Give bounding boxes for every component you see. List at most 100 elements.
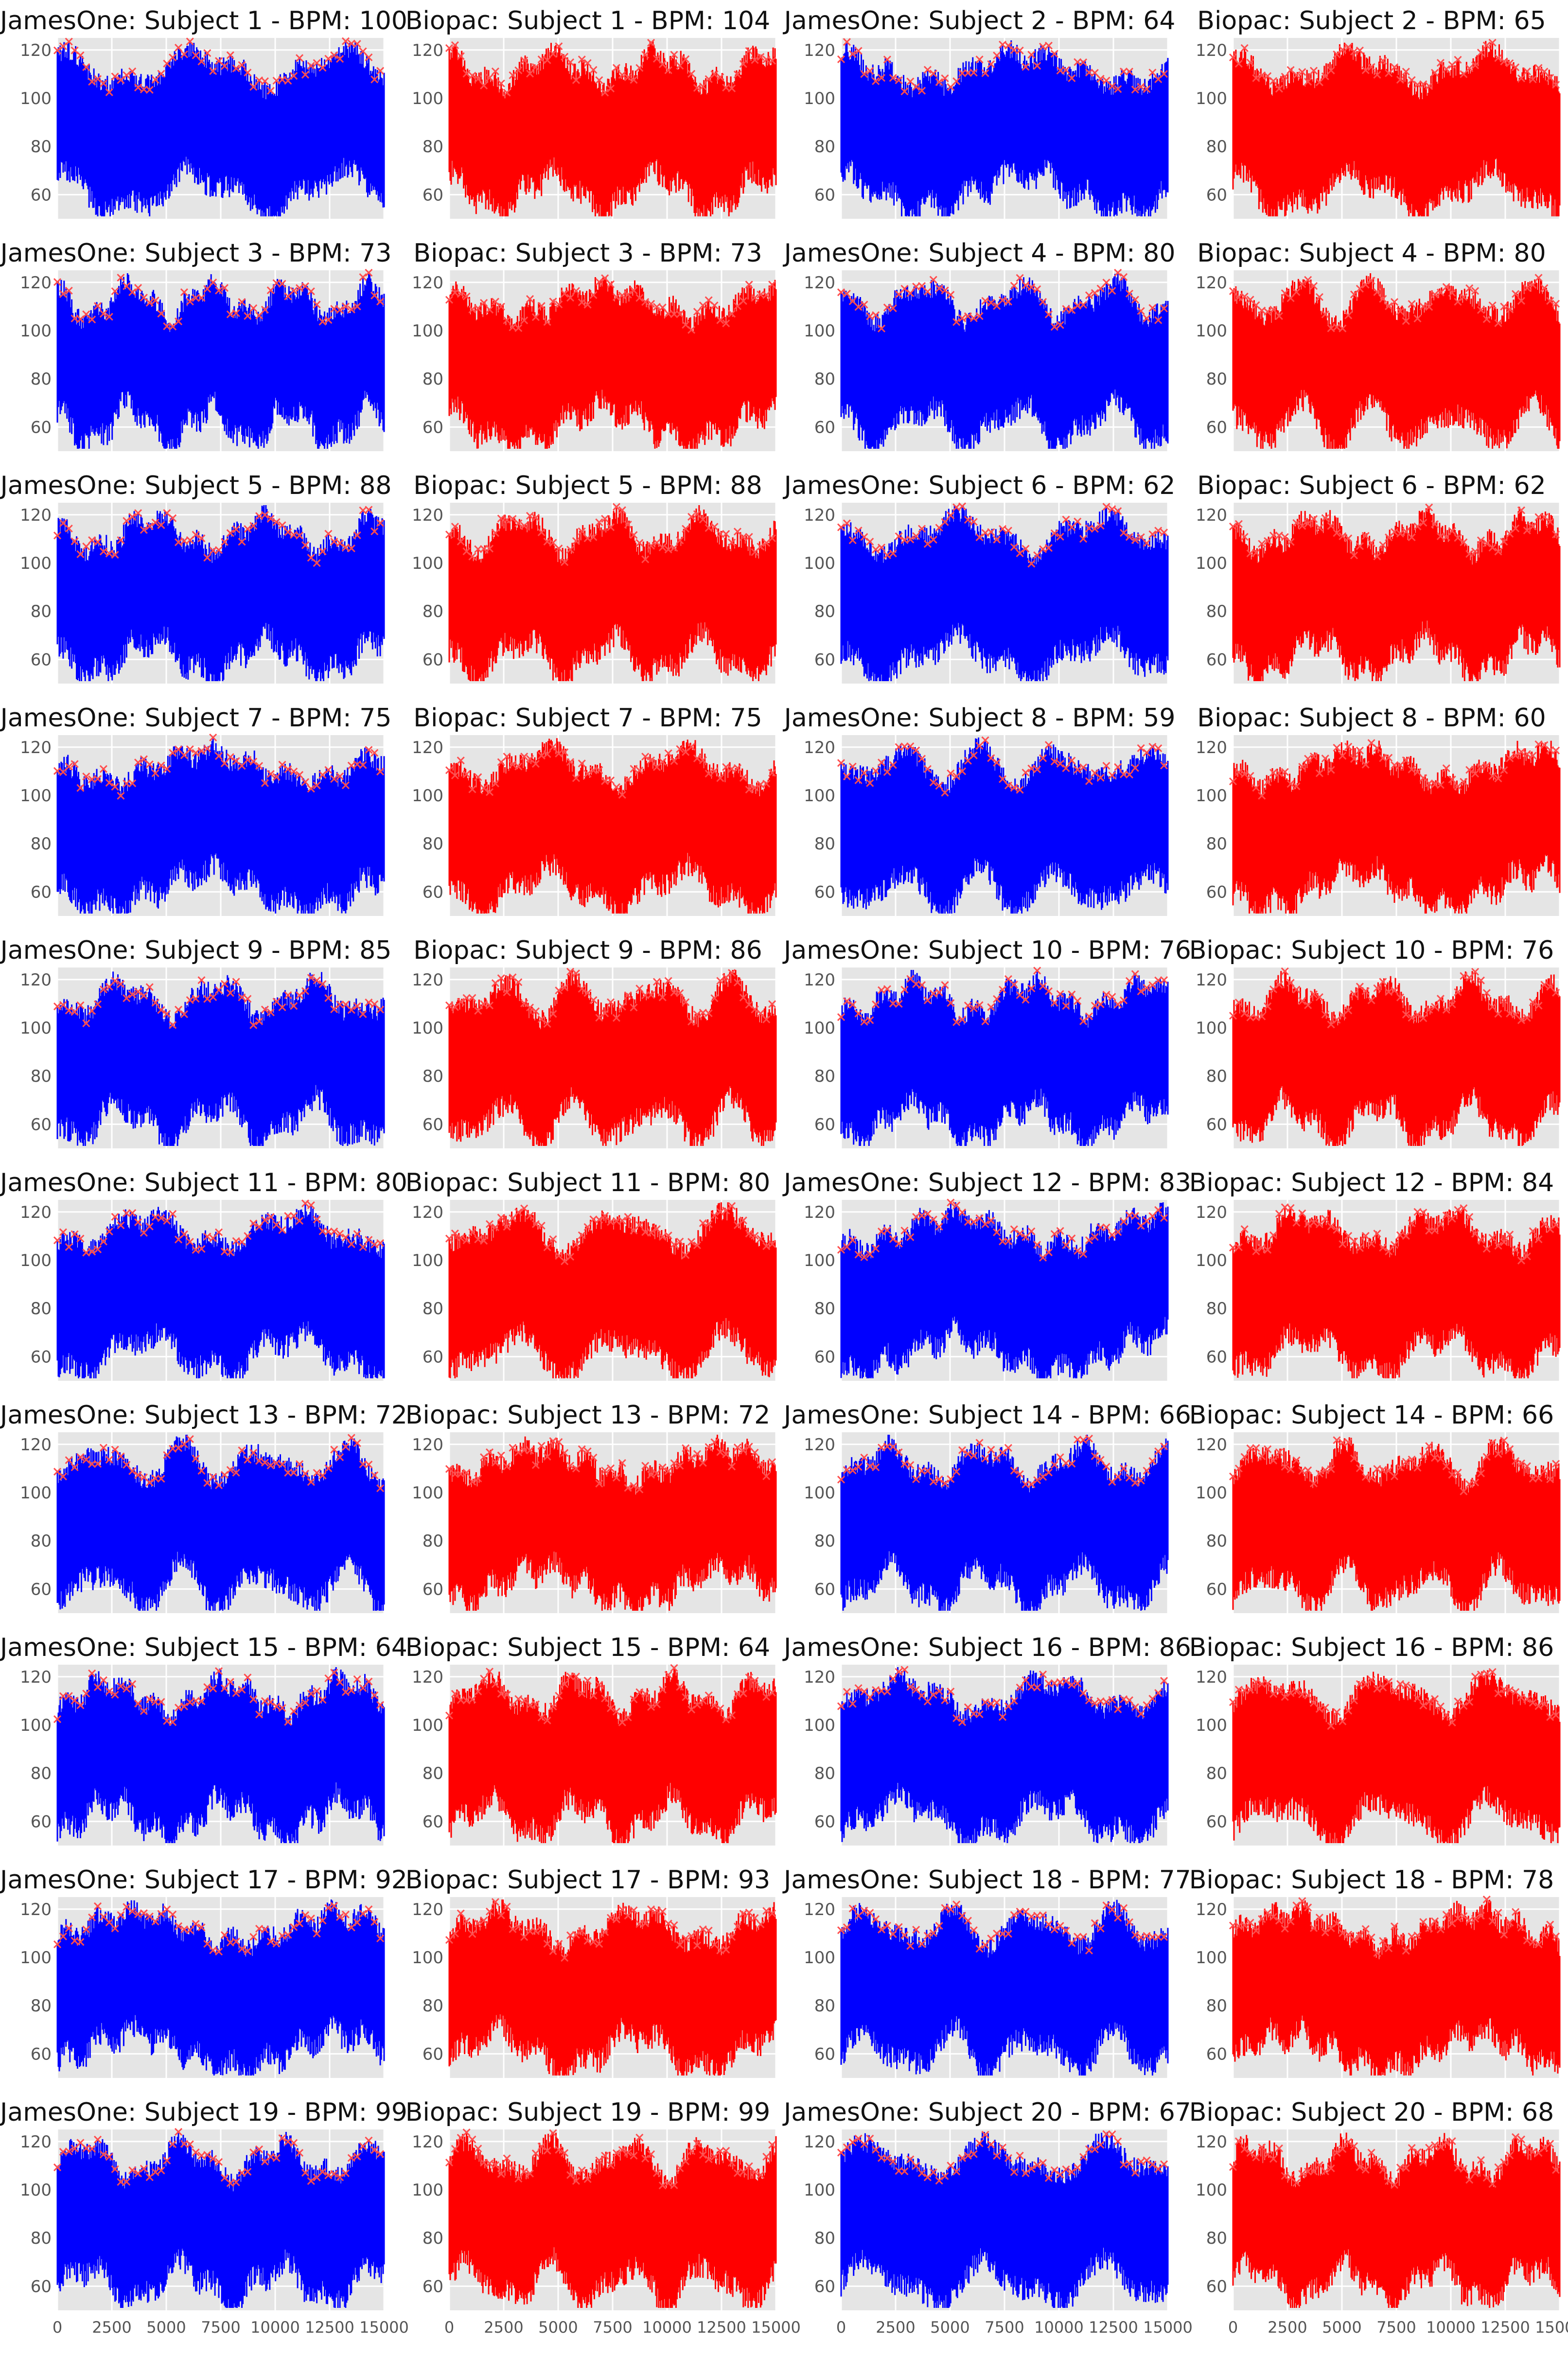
peak-marker — [1298, 763, 1306, 771]
subplot-title: Biopac: Subject 11 - BPM: 80 — [405, 1168, 771, 1197]
x-tick-label: 0 — [444, 2318, 454, 2337]
y-tick-label: 120 — [804, 1900, 835, 1919]
peak-marker — [1471, 61, 1480, 70]
peak-marker — [128, 2166, 137, 2175]
peak-marker — [895, 532, 903, 541]
y-tick-label: 120 — [20, 970, 52, 990]
peak-marker — [1068, 2168, 1076, 2176]
peak-marker — [906, 535, 915, 544]
peak-marker — [290, 1469, 298, 1477]
peak-marker — [1096, 1924, 1105, 1933]
peak-marker — [682, 1935, 690, 1943]
peak-marker — [1419, 1452, 1427, 1460]
peak-marker — [451, 41, 459, 49]
peak-marker — [624, 73, 632, 82]
y-tick-label: 100 — [1196, 321, 1227, 341]
peak-marker — [1356, 1932, 1364, 1940]
peak-marker — [1373, 288, 1381, 296]
peak-marker — [261, 511, 269, 519]
peak-marker — [514, 762, 523, 771]
peak-marker — [140, 2164, 148, 2173]
peak-marker — [1361, 66, 1370, 74]
peak-marker — [514, 66, 523, 74]
peak-marker — [641, 555, 650, 563]
peak-marker — [491, 779, 499, 788]
peak-marker — [1016, 46, 1024, 54]
peak-marker — [595, 1215, 603, 1224]
peak-marker — [261, 1697, 269, 1705]
peak-marker — [1482, 1453, 1491, 1461]
peak-marker — [1500, 302, 1508, 311]
peak-marker — [676, 1461, 684, 1470]
peak-marker — [1350, 47, 1358, 56]
peak-marker — [1143, 539, 1151, 547]
peak-marker — [1027, 283, 1036, 291]
peak-marker — [993, 1228, 1001, 1236]
peak-marker — [1523, 1695, 1531, 1704]
peak-marker — [1050, 50, 1058, 58]
peak-marker — [324, 529, 333, 538]
peak-marker — [1062, 515, 1070, 524]
peak-marker — [1523, 1936, 1531, 1945]
peak-marker — [1460, 1487, 1468, 1495]
y-tick-label: 120 — [804, 1435, 835, 1455]
peak-marker — [261, 1005, 269, 1014]
peak-marker — [745, 47, 753, 55]
peak-marker — [1333, 1708, 1341, 1716]
peak-marker — [353, 531, 361, 539]
peak-marker — [151, 518, 159, 527]
peak-marker — [952, 1201, 961, 1210]
peak-marker — [1074, 1679, 1082, 1688]
peak-marker — [347, 544, 355, 553]
peak-marker — [1027, 1227, 1036, 1235]
peak-marker — [1281, 1693, 1289, 1701]
peak-marker — [1108, 993, 1116, 1001]
x-tick-label: 10000 — [642, 2318, 692, 2337]
peak-marker — [923, 1210, 932, 1218]
peak-marker — [716, 977, 724, 985]
peak-marker — [1512, 1688, 1520, 1696]
peak-marker — [531, 1700, 540, 1708]
peak-marker — [710, 994, 719, 1003]
peak-marker — [1529, 522, 1537, 531]
peak-marker — [537, 1713, 546, 1722]
peak-marker — [93, 1245, 102, 1253]
peak-marker — [174, 1922, 183, 1930]
peak-marker — [1010, 543, 1018, 551]
peak-marker — [365, 53, 373, 62]
peak-marker — [1292, 985, 1301, 994]
peak-marker — [1477, 976, 1485, 985]
peak-marker — [59, 42, 67, 51]
peak-marker — [1419, 2158, 1427, 2166]
peak-marker — [1361, 987, 1370, 995]
peak-marker — [134, 758, 142, 767]
peak-marker — [324, 316, 333, 324]
peak-marker — [359, 1684, 367, 1692]
x-tick-label: 2500 — [484, 2318, 523, 2337]
y-tick-label: 60 — [31, 185, 52, 205]
y-tick-label: 100 — [1196, 1251, 1227, 1270]
peak-marker — [647, 2150, 655, 2158]
peak-marker — [76, 1001, 85, 1009]
peak-marker — [76, 51, 85, 59]
peak-marker — [1085, 1012, 1093, 1020]
subplot-jamesone-subject-10: JamesOne: Subject 10 - BPM: 76 60 80 100 120 — [784, 933, 1191, 1166]
peak-marker — [514, 1448, 523, 1457]
peak-marker — [1275, 1917, 1283, 1925]
peak-marker — [359, 47, 367, 55]
peak-marker — [745, 1230, 753, 1238]
peak-marker — [214, 1228, 223, 1236]
peak-marker — [503, 88, 511, 97]
peak-marker — [1315, 78, 1323, 87]
peak-marker — [1506, 1686, 1514, 1694]
signal-trace — [56, 971, 385, 1146]
peak-marker — [1264, 778, 1272, 786]
peak-marker — [664, 1467, 672, 1476]
peak-marker — [531, 313, 540, 321]
peak-marker — [854, 1684, 863, 1692]
peak-marker — [739, 1446, 747, 1455]
peak-marker — [993, 758, 1001, 767]
